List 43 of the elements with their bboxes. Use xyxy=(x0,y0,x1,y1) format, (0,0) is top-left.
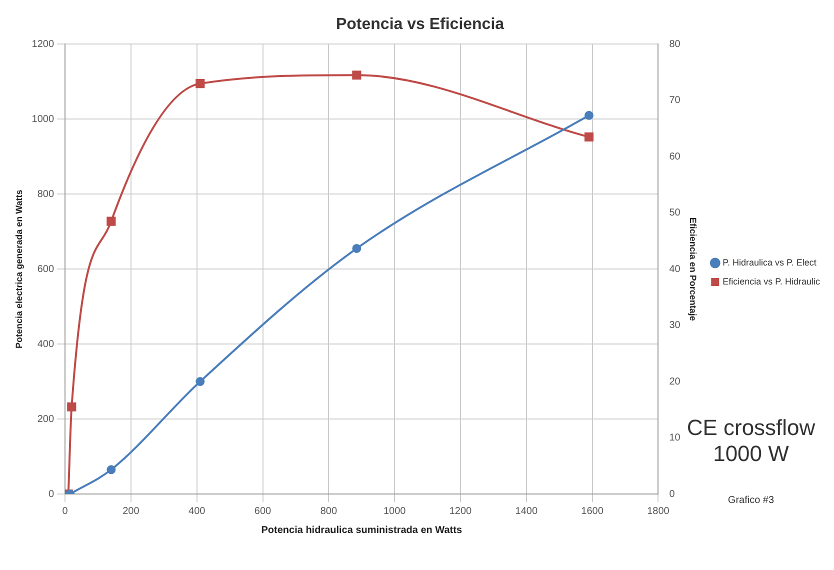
x-tick-label: 1600 xyxy=(581,506,604,517)
point xyxy=(584,110,594,120)
y2-axis-title: Eficiencia en Porcentaje xyxy=(688,217,698,321)
y-axis-title: Potencia electrica generada en Watts xyxy=(14,190,24,348)
point xyxy=(196,377,205,386)
x-tick-label: 1200 xyxy=(449,506,472,517)
y2-tick-label: 80 xyxy=(669,38,681,50)
y-tick-label: 200 xyxy=(37,414,54,425)
y-tick-label: 1000 xyxy=(32,114,54,125)
chart-title: Potencia vs Eficiencia xyxy=(336,16,504,34)
y2-tick-label: 50 xyxy=(669,208,681,219)
y-tick-label: 800 xyxy=(37,188,54,200)
point xyxy=(106,465,116,474)
point xyxy=(196,79,205,88)
y2-tick-label: 60 xyxy=(669,151,681,162)
y-tick-label: 600 xyxy=(37,264,54,275)
y2-tick-label: 10 xyxy=(669,432,681,444)
x-tick-label: 400 xyxy=(188,506,206,517)
point xyxy=(106,216,116,226)
y-tick-label: 1200 xyxy=(32,38,54,50)
text: Grafico #3 xyxy=(726,495,776,506)
y2-tick-label: 0 xyxy=(669,488,676,500)
point xyxy=(352,244,362,253)
text: CE crossflow 1000 W xyxy=(686,415,816,466)
y2-tick-label: 20 xyxy=(669,376,681,388)
point xyxy=(352,70,362,80)
x-tick-label: 0 xyxy=(62,506,68,517)
x-tick-label: 800 xyxy=(320,506,338,517)
y2-tick-label: 70 xyxy=(669,95,681,106)
x-tick-label: 200 xyxy=(122,506,140,517)
y-tick-label: 0 xyxy=(48,488,54,500)
x-tick-label: 1000 xyxy=(383,506,406,517)
x-axis-title: Potencia hidraulica suministrada en Watts xyxy=(261,524,462,536)
point xyxy=(584,132,594,142)
x-tick-label: 1400 xyxy=(515,506,538,517)
point xyxy=(67,402,76,412)
legend-label: P. Hidraulica vs P. Elect xyxy=(722,257,817,268)
x-tick-label: 1800 xyxy=(647,506,670,517)
y2-tick-label: 30 xyxy=(669,320,681,332)
x-tick-label: 600 xyxy=(254,506,272,517)
y-tick-label: 400 xyxy=(37,338,54,350)
legend-label: Eficiencia vs P. Hidraulic xyxy=(722,276,820,286)
y2-tick-label: 40 xyxy=(669,264,681,275)
